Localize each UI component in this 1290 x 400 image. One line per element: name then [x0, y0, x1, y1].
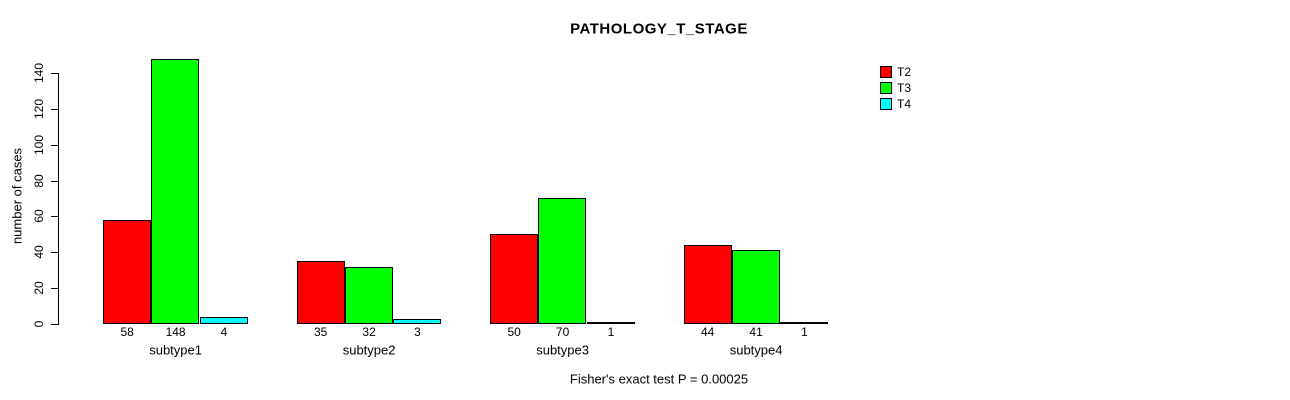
category-label-subtype1: subtype1: [149, 342, 202, 358]
category-label-subtype3: subtype3: [536, 342, 589, 358]
bar-value-label: 4: [220, 325, 228, 339]
bar-t3-subtype3: [538, 198, 587, 324]
y-axis-line: [58, 73, 59, 325]
bar-t3-subtype1: [151, 59, 200, 324]
legend-label-t2: T2: [897, 65, 912, 79]
bar-value-label: 58: [120, 325, 134, 339]
y-axis-tick: [51, 109, 58, 110]
y-axis-tick-label: 100: [32, 134, 46, 155]
y-axis-tick-label: 40: [32, 245, 46, 259]
bar-t4-subtype3: [586, 322, 635, 324]
y-axis-tick-label: 140: [32, 62, 46, 84]
bar-value-label: 50: [507, 325, 521, 339]
y-axis-tick-label: 0: [32, 320, 46, 328]
y-axis-tick-label: 80: [32, 173, 46, 188]
bar-value-label: 35: [314, 325, 328, 339]
y-axis-tick: [51, 181, 58, 182]
bar-t4-subtype1: [199, 317, 248, 324]
legend-swatch-t4: [880, 98, 892, 110]
bar-t2-subtype2: [296, 261, 345, 324]
y-axis-tick-label: 20: [32, 281, 46, 295]
bar-value-label: 3: [414, 325, 421, 339]
bar-t3-subtype4: [731, 250, 780, 324]
bar-t2-subtype3: [490, 234, 538, 324]
y-axis-tick: [51, 73, 58, 74]
bar-value-label: 44: [701, 325, 715, 339]
y-axis-tick: [51, 145, 58, 146]
y-axis-tick: [51, 324, 58, 325]
bar-t2-subtype1: [103, 220, 151, 324]
bar-value-label: 1: [607, 325, 615, 339]
legend-label-t3: T3: [897, 81, 912, 95]
legend-swatch-t2: [880, 66, 892, 78]
footnote: Fisher's exact test P = 0.00025: [569, 371, 749, 387]
y-axis-tick: [51, 288, 58, 289]
legend-swatch-t3: [880, 82, 892, 94]
category-label-subtype4: subtype4: [729, 342, 783, 358]
bar-t4-subtype4: [780, 322, 829, 324]
y-axis-tick: [51, 252, 58, 253]
category-label-subtype2: subtype2: [342, 342, 396, 358]
bar-value-label: 1: [801, 325, 808, 339]
bar-t3-subtype2: [344, 267, 393, 324]
chart-title: PATHOLOGY_T_STAGE: [570, 20, 748, 38]
bar-value-label: 41: [749, 325, 763, 339]
bar-t2-subtype4: [683, 245, 732, 324]
bar-t4-subtype2: [393, 319, 442, 324]
y-axis-tick: [51, 216, 58, 217]
bar-value-label: 32: [362, 325, 376, 339]
bar-value-label: 148: [165, 325, 186, 339]
y-axis-tick-label: 120: [32, 98, 46, 119]
legend-label-t4: T4: [897, 97, 912, 111]
y-axis-tick-label: 60: [32, 209, 46, 224]
y-axis-label: number of cases: [9, 147, 25, 245]
bar-value-label: 70: [555, 325, 570, 339]
